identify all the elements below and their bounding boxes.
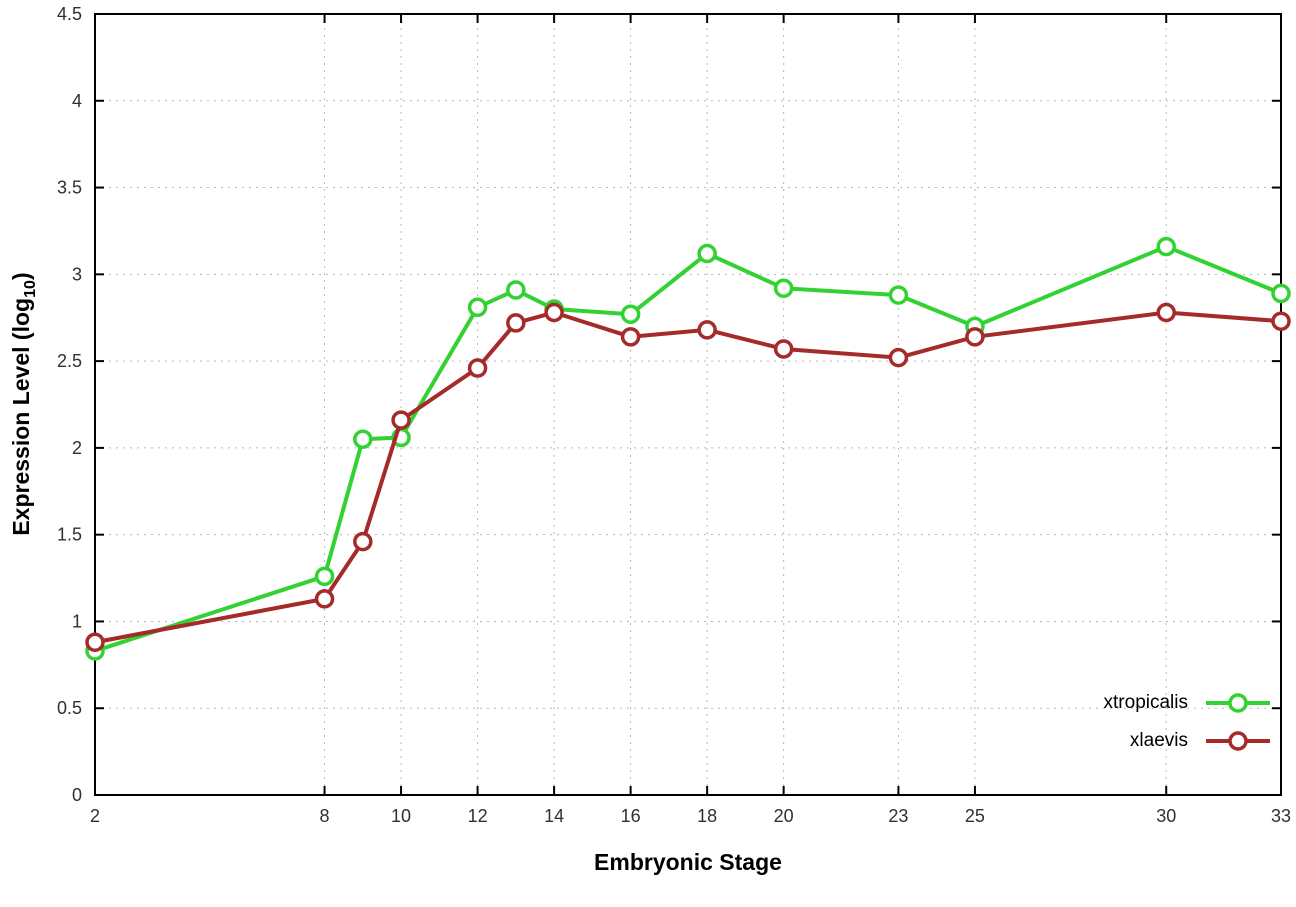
legend-label-xtropicalis: xtropicalis bbox=[1103, 692, 1188, 713]
svg-text:20: 20 bbox=[774, 806, 794, 826]
svg-text:23: 23 bbox=[888, 806, 908, 826]
svg-text:16: 16 bbox=[621, 806, 641, 826]
y-axis-title-subscript: 10 bbox=[20, 280, 39, 298]
y-axis-title-prefix: Expression Level (log bbox=[8, 297, 35, 536]
x-axis-title: Embryonic Stage bbox=[594, 849, 782, 875]
svg-text:2: 2 bbox=[90, 806, 100, 826]
svg-text:4: 4 bbox=[72, 91, 82, 111]
legend-sample-line-xtropicalis bbox=[1206, 693, 1270, 713]
svg-text:10: 10 bbox=[391, 806, 411, 826]
svg-text:0: 0 bbox=[72, 785, 82, 805]
svg-text:2: 2 bbox=[72, 438, 82, 458]
legend-label-xlaevis: xlaevis bbox=[1129, 730, 1188, 751]
svg-text:3.5: 3.5 bbox=[57, 178, 82, 198]
svg-text:33: 33 bbox=[1271, 806, 1291, 826]
svg-text:1.5: 1.5 bbox=[57, 525, 82, 545]
y-axis-title-suffix: ) bbox=[8, 272, 35, 281]
svg-text:25: 25 bbox=[965, 806, 985, 826]
svg-text:14: 14 bbox=[544, 806, 564, 826]
legend-item-xtropicalis: xtropicalis bbox=[1104, 684, 1274, 722]
svg-text:0.5: 0.5 bbox=[57, 698, 82, 718]
svg-text:3: 3 bbox=[72, 264, 82, 284]
svg-text:30: 30 bbox=[1156, 806, 1176, 826]
legend-item-xlaevis: xlaevis bbox=[1104, 722, 1274, 760]
svg-text:1: 1 bbox=[72, 611, 82, 631]
svg-text:8: 8 bbox=[320, 806, 330, 826]
svg-text:2.5: 2.5 bbox=[57, 351, 82, 371]
svg-text:18: 18 bbox=[697, 806, 717, 826]
legend-sample-line-xlaevis bbox=[1206, 731, 1270, 751]
svg-text:4.5: 4.5 bbox=[57, 4, 82, 24]
legend: xtropicalis xlaevis bbox=[1104, 684, 1274, 760]
y-axis-title: Expression Level (log10) bbox=[8, 272, 40, 535]
svg-text:12: 12 bbox=[468, 806, 488, 826]
